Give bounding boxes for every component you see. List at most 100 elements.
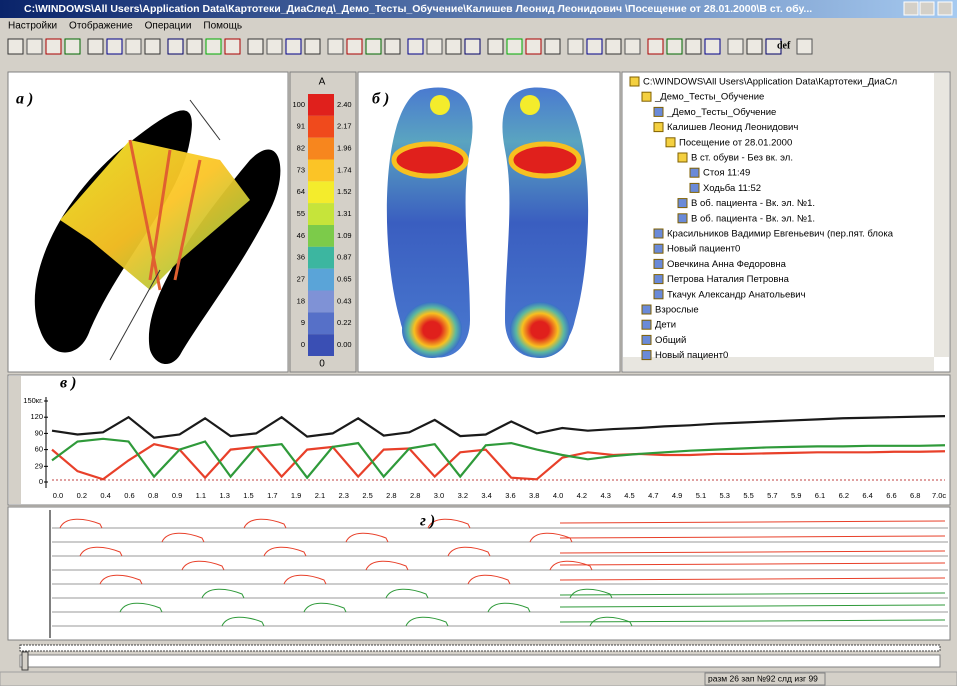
toolbar-button[interactable] — [267, 39, 282, 54]
toolbar-button[interactable] — [728, 39, 743, 54]
tree-node[interactable]: Общий — [655, 335, 686, 346]
toolbar-button[interactable] — [305, 39, 320, 54]
tree-icon — [642, 92, 651, 101]
scrollbar[interactable] — [9, 376, 21, 504]
tree-icon — [642, 320, 651, 329]
toolbar-button[interactable] — [568, 39, 583, 54]
menu-item[interactable]: Операции — [145, 21, 192, 32]
scrollbar[interactable] — [934, 73, 949, 357]
menu-item[interactable]: Отображение — [69, 20, 133, 32]
tree-node[interactable]: Новый пациент0 — [655, 350, 728, 361]
scale-left-label: 55 — [297, 209, 305, 218]
window-title: C:\WINDOWS\All Users\Application Data\Ка… — [24, 3, 812, 15]
slider-thumb[interactable] — [22, 652, 28, 670]
x-tick-label: 5.1 — [696, 491, 706, 500]
toolbar-button[interactable] — [427, 39, 442, 54]
x-tick-label: 2.3 — [339, 491, 349, 500]
tree-node[interactable]: В ст. обуви - Без вк. эл. — [691, 153, 793, 164]
toolbar-button[interactable] — [107, 39, 122, 54]
tree-icon — [678, 153, 687, 162]
scale-left-label: 36 — [297, 253, 305, 262]
scale-right-label: 0.22 — [337, 318, 352, 327]
tree-node[interactable]: Ходьба 11:52 — [703, 183, 761, 194]
toolbar-button[interactable] — [187, 39, 202, 54]
tree-node[interactable]: Взрослые — [655, 305, 699, 316]
x-tick-label: 6.6 — [886, 491, 896, 500]
tree-node[interactable]: В об. пациента - Вк. эл. №1. — [691, 213, 815, 224]
y-tick-label: 0 — [39, 477, 43, 486]
scale-cell — [308, 312, 334, 334]
tree-node[interactable]: C:\WINDOWS\All Users\Application Data\Ка… — [643, 77, 897, 88]
toolbar-button[interactable] — [168, 39, 183, 54]
toolbar-button[interactable] — [446, 39, 461, 54]
tree-node[interactable]: Стоя 11:49 — [703, 168, 750, 179]
toolbar-button[interactable] — [747, 39, 762, 54]
tree-node[interactable]: Калишев Леонид Леонидович — [667, 122, 798, 133]
x-tick-label: 4.2 — [577, 491, 587, 500]
tree-icon — [666, 138, 675, 147]
tree-node[interactable]: Красильников Вадимир Евгеньевич (пер.пят… — [667, 229, 894, 240]
x-tick-label: 1.7 — [267, 491, 277, 500]
toolbar-button[interactable] — [248, 39, 263, 54]
toolbar-button[interactable] — [507, 39, 522, 54]
x-tick-label: 1.1 — [196, 491, 206, 500]
scale-left-label: 100 — [292, 100, 305, 109]
toolbar-button[interactable] — [648, 39, 663, 54]
scale-right-label: 0.65 — [337, 275, 352, 284]
tree-icon — [654, 244, 663, 253]
scale-left-label: 91 — [297, 122, 305, 131]
toolbar-button[interactable] — [145, 39, 160, 54]
y-tick-label: 90 — [35, 428, 43, 437]
toolbar-button[interactable] — [126, 39, 141, 54]
toolbar-button[interactable] — [225, 39, 240, 54]
toolbar-button[interactable] — [385, 39, 400, 54]
window-buttons[interactable] — [904, 2, 952, 15]
toolbar-button[interactable] — [27, 39, 42, 54]
toolbar-button[interactable] — [366, 39, 381, 54]
tree-node[interactable]: Петрова Наталия Петровна — [667, 274, 790, 285]
slider-track[interactable] — [20, 655, 940, 667]
x-tick-label: 6.4 — [862, 491, 872, 500]
toolbar-button[interactable] — [328, 39, 343, 54]
toolbar-button[interactable] — [408, 39, 423, 54]
toolbar-button[interactable] — [465, 39, 480, 54]
tree-node[interactable]: Дети — [655, 320, 676, 331]
scale-left-label: 18 — [297, 296, 305, 305]
toolbar-button[interactable] — [65, 39, 80, 54]
tree-node[interactable]: Новый пациент0 — [667, 244, 740, 255]
toolbar-button[interactable] — [8, 39, 23, 54]
tree-node[interactable]: Посещение от 28.01.2000 — [679, 137, 792, 148]
toolbar-button[interactable] — [545, 39, 560, 54]
tree-node[interactable]: _Демо_Тесты_Обучение — [666, 107, 776, 118]
toolbar-button[interactable] — [797, 39, 812, 54]
x-tick-label: 0.2 — [77, 491, 87, 500]
toolbar-button[interactable] — [625, 39, 640, 54]
toolbar-button[interactable] — [206, 39, 221, 54]
x-tick-label: 0.9 — [172, 491, 182, 500]
panel-label: б ) — [372, 91, 389, 108]
toolbar-button[interactable] — [88, 39, 103, 54]
menu-item[interactable]: Настройки — [8, 21, 57, 32]
scale-footer: 0 — [319, 359, 325, 370]
toolbar-button[interactable] — [347, 39, 362, 54]
toolbar-button[interactable] — [46, 39, 61, 54]
y-tick-label: 150кг. — [23, 396, 43, 405]
x-tick-label: 3.6 — [505, 491, 515, 500]
panel-label: в ) — [60, 375, 76, 392]
def-button[interactable]: def — [777, 40, 791, 51]
toolbar-button[interactable] — [286, 39, 301, 54]
tree-node[interactable]: Ткачук Александр Анатольевич — [667, 289, 806, 300]
toolbar-button[interactable] — [606, 39, 621, 54]
toolbar-button[interactable] — [488, 39, 503, 54]
tree-node[interactable]: Овечкина Анна Федоровна — [667, 259, 787, 270]
menu-item[interactable]: Помощь — [203, 21, 242, 32]
tree-node[interactable]: _Демо_Тесты_Обучение — [654, 92, 764, 103]
x-tick-label: 0.6 — [124, 491, 134, 500]
toolbar-button[interactable] — [587, 39, 602, 54]
x-tick-label: 1.5 — [243, 491, 253, 500]
toolbar-button[interactable] — [705, 39, 720, 54]
tree-node[interactable]: В об. пациента - Вк. эл. №1. — [691, 198, 815, 209]
toolbar-button[interactable] — [667, 39, 682, 54]
toolbar-button[interactable] — [686, 39, 701, 54]
toolbar-button[interactable] — [526, 39, 541, 54]
